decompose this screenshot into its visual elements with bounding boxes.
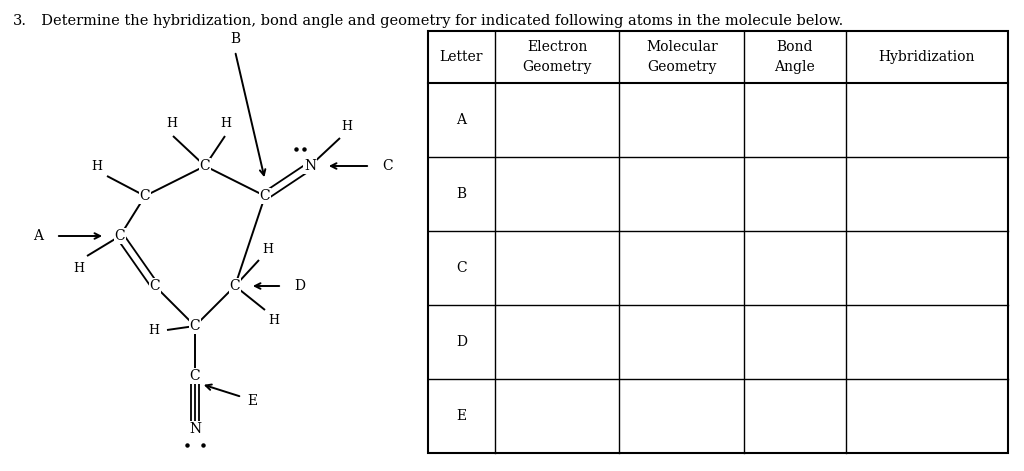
Text: H: H: [268, 314, 280, 326]
Text: N: N: [189, 422, 201, 436]
Text: H: H: [167, 116, 177, 130]
Text: B: B: [230, 32, 240, 46]
Text: D: D: [456, 335, 467, 349]
Text: Determine the hybridization, bond angle and geometry for indicated following ato: Determine the hybridization, bond angle …: [32, 14, 843, 28]
Text: C: C: [139, 189, 151, 203]
Text: H: H: [91, 160, 102, 172]
Bar: [428, 31, 1008, 453]
Text: C: C: [260, 189, 270, 203]
Text: C: C: [456, 261, 467, 275]
Text: H: H: [74, 261, 85, 275]
Text: C: C: [189, 369, 201, 383]
Text: Molecular: Molecular: [646, 40, 718, 54]
Text: H: H: [220, 116, 231, 130]
Text: Hybridization: Hybridization: [879, 50, 975, 64]
Text: A: A: [457, 113, 466, 127]
Text: C: C: [229, 279, 241, 293]
Text: C: C: [383, 159, 393, 173]
Text: N: N: [304, 159, 316, 173]
Text: 3.: 3.: [13, 14, 27, 28]
Text: H: H: [262, 244, 273, 257]
Text: Bond: Bond: [776, 40, 813, 54]
Text: Letter: Letter: [439, 50, 483, 64]
Text: E: E: [457, 409, 466, 423]
Text: A: A: [33, 229, 43, 243]
Text: Angle: Angle: [774, 60, 815, 74]
Text: C: C: [115, 229, 125, 243]
Text: Geometry: Geometry: [647, 60, 717, 74]
Text: Geometry: Geometry: [522, 60, 592, 74]
Text: H: H: [148, 324, 160, 336]
Text: E: E: [247, 394, 257, 408]
Text: B: B: [457, 187, 466, 201]
Text: D: D: [295, 279, 305, 293]
Text: C: C: [150, 279, 161, 293]
Text: C: C: [189, 319, 201, 333]
Text: H: H: [341, 120, 352, 132]
Text: C: C: [200, 159, 210, 173]
Text: Electron: Electron: [527, 40, 587, 54]
